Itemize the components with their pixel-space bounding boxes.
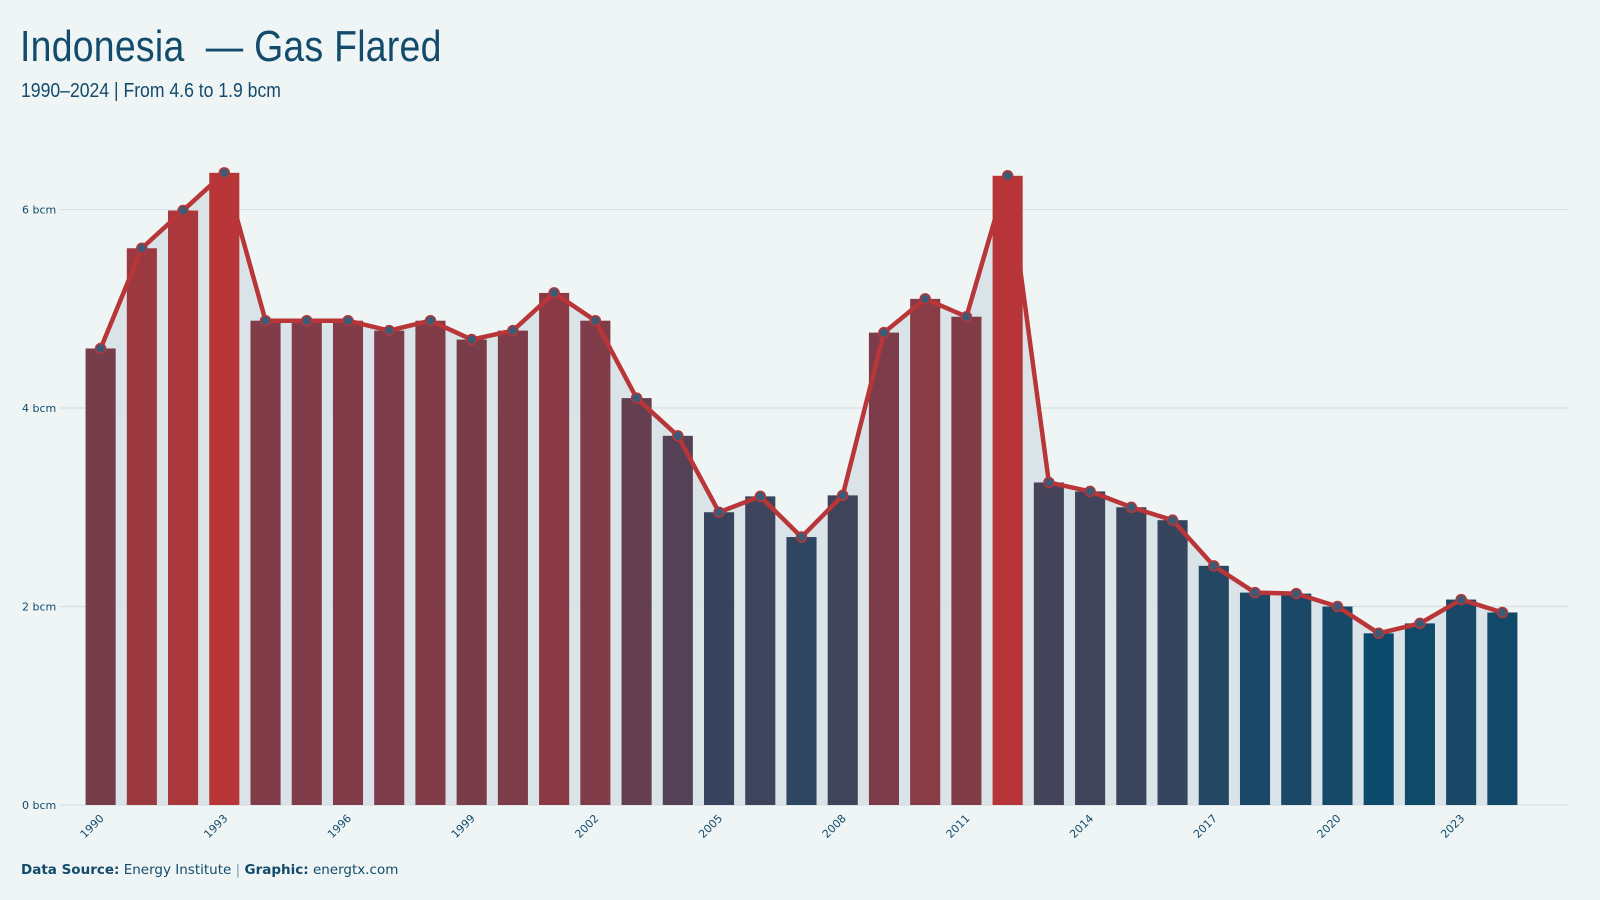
x-tick-label: 1999 xyxy=(449,812,478,841)
marker-2000 xyxy=(507,324,519,337)
y-tick-label: 2 bcm xyxy=(22,601,56,614)
marker-2019 xyxy=(1290,587,1302,600)
bar-2024 xyxy=(1487,612,1518,805)
bar-2010 xyxy=(910,298,941,805)
bar-2016 xyxy=(1157,520,1188,805)
x-tick-label: 1993 xyxy=(201,812,230,841)
chart-title: Indonesia — Gas Flared xyxy=(20,22,442,71)
x-tick-label: 2002 xyxy=(572,812,601,841)
x-tick-label: 2008 xyxy=(820,812,849,841)
bar-1994 xyxy=(250,320,281,805)
marker-2009 xyxy=(878,326,890,339)
y-tick-label: 4 bcm xyxy=(22,402,56,415)
bar-2023 xyxy=(1446,599,1477,805)
bar-1997 xyxy=(374,330,405,805)
bar-1990 xyxy=(85,348,116,805)
x-axis-ticks: 1990 1993 1996 1999 2002 2005 2008 2011 2014 2017… xyxy=(78,812,1468,841)
marker-2010 xyxy=(919,293,931,305)
markers xyxy=(94,167,1509,640)
bar-2000 xyxy=(497,330,528,805)
y-tick-label: 6 bcm xyxy=(22,204,56,217)
marker-2007 xyxy=(795,531,808,543)
x-tick-label: 2017 xyxy=(1191,812,1220,841)
marker-2024 xyxy=(1496,606,1509,619)
source-label: Data Source: xyxy=(21,862,120,878)
marker-1994 xyxy=(259,314,272,327)
marker-2022 xyxy=(1414,617,1426,630)
marker-1995 xyxy=(301,314,313,327)
marker-2006 xyxy=(754,490,767,503)
marker-1997 xyxy=(383,324,395,337)
y-tick-label: 0 bcm xyxy=(22,799,56,812)
bar-2002 xyxy=(580,320,611,805)
bar-2013 xyxy=(1033,482,1064,805)
marker-2005 xyxy=(713,506,725,518)
marker-2017 xyxy=(1208,560,1220,572)
bar-2005 xyxy=(703,512,735,805)
marker-2018 xyxy=(1249,586,1261,599)
bar-2015 xyxy=(1116,507,1147,805)
source-value: Energy Institute xyxy=(123,862,232,878)
chart-subtitle: 1990–2024 | From 4.6 to 1.9 bcm xyxy=(21,80,281,102)
x-tick-label: 2023 xyxy=(1438,812,1467,841)
marker-2011 xyxy=(960,310,973,323)
bar-2007 xyxy=(786,537,817,805)
marker-1998 xyxy=(424,314,437,327)
marker-2008 xyxy=(836,489,849,502)
bar-1996 xyxy=(332,320,364,805)
x-tick-label: 2005 xyxy=(696,812,725,841)
bar-1998 xyxy=(415,320,446,805)
marker-2016 xyxy=(1166,514,1179,526)
x-tick-label: 2014 xyxy=(1067,812,1096,841)
bar-2004 xyxy=(662,435,693,805)
marker-2012 xyxy=(1001,170,1014,182)
bar-1993 xyxy=(209,172,240,806)
bar-1991 xyxy=(126,248,157,805)
bar-2018 xyxy=(1239,592,1271,805)
marker-2021 xyxy=(1372,627,1385,640)
marker-2002 xyxy=(589,314,602,327)
graphic-value: energtx.com xyxy=(312,862,399,878)
bar-2001 xyxy=(539,292,570,806)
x-tick-label: 2020 xyxy=(1315,812,1344,841)
bar-2009 xyxy=(868,332,900,805)
marker-2013 xyxy=(1043,476,1055,489)
bar-1995 xyxy=(291,320,322,805)
bar-2021 xyxy=(1363,633,1394,805)
bar-2006 xyxy=(745,496,776,805)
bar-1999 xyxy=(456,339,487,805)
marker-2014 xyxy=(1084,485,1096,498)
data-source-footer: Data Source: Energy Institute | Graphic:… xyxy=(21,862,398,878)
marker-2003 xyxy=(630,392,643,404)
footer-separator: | xyxy=(235,862,241,878)
y-axis-ticks: 0 bcm 2 bcm 4 bcm 6 bcm xyxy=(22,204,56,812)
marker-2023 xyxy=(1455,593,1467,606)
bar-2003 xyxy=(621,398,652,805)
bar-2012 xyxy=(992,175,1023,805)
bar-2022 xyxy=(1404,623,1435,805)
marker-2020 xyxy=(1331,600,1344,613)
marker-1996 xyxy=(342,314,354,327)
marker-1991 xyxy=(136,242,148,254)
marker-2001 xyxy=(548,287,560,299)
bar-2020 xyxy=(1322,606,1353,805)
marker-1990 xyxy=(94,342,107,355)
bar-1992 xyxy=(168,210,199,806)
x-tick-label: 1990 xyxy=(78,812,107,841)
bar-2011 xyxy=(951,316,982,805)
x-tick-label: 1996 xyxy=(325,812,354,841)
marker-2015 xyxy=(1125,501,1138,514)
x-tick-label: 2011 xyxy=(944,812,973,841)
bar-2008 xyxy=(827,495,858,805)
graphic-label: Graphic: xyxy=(244,862,309,878)
bar-2014 xyxy=(1075,491,1106,805)
bar-2017 xyxy=(1198,565,1229,805)
marker-1999 xyxy=(465,333,478,346)
marker-2004 xyxy=(672,430,684,442)
bar-2019 xyxy=(1281,593,1312,805)
marker-1992 xyxy=(177,204,189,217)
marker-1993 xyxy=(218,167,231,179)
bars xyxy=(85,172,1518,806)
